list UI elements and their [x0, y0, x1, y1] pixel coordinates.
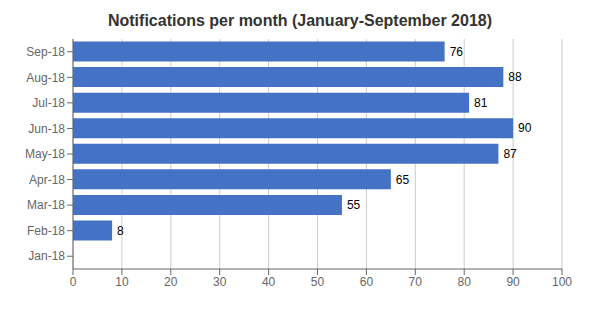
- svg-text:60: 60: [360, 275, 374, 289]
- svg-text:88: 88: [508, 70, 522, 84]
- svg-text:Sep-18: Sep-18: [26, 45, 65, 59]
- svg-text:8: 8: [117, 224, 124, 238]
- svg-text:90: 90: [518, 121, 532, 135]
- svg-text:10: 10: [115, 275, 129, 289]
- svg-text:Apr-18: Apr-18: [29, 173, 65, 187]
- svg-text:65: 65: [396, 173, 410, 187]
- svg-text:20: 20: [164, 275, 178, 289]
- svg-text:90: 90: [506, 275, 520, 289]
- svg-text:Mar-18: Mar-18: [27, 198, 65, 212]
- svg-text:Feb-18: Feb-18: [27, 224, 65, 238]
- svg-text:100: 100: [552, 275, 572, 289]
- svg-text:Aug-18: Aug-18: [26, 71, 65, 85]
- svg-text:50: 50: [311, 275, 325, 289]
- svg-text:81: 81: [474, 96, 488, 110]
- svg-text:80: 80: [458, 275, 472, 289]
- svg-text:30: 30: [213, 275, 227, 289]
- svg-text:70: 70: [409, 275, 423, 289]
- svg-text:76: 76: [450, 45, 464, 59]
- svg-text:Jun-18: Jun-18: [28, 122, 65, 136]
- svg-text:Jan-18: Jan-18: [28, 249, 65, 263]
- svg-text:55: 55: [347, 198, 361, 212]
- html-text:Notifications per month (Janua: Notifications per month (January-Septemb…: [108, 12, 492, 29]
- svg-text:0: 0: [70, 275, 77, 289]
- svg-text:May-18: May-18: [25, 147, 65, 161]
- svg-text:40: 40: [262, 275, 276, 289]
- svg-text:87: 87: [503, 147, 517, 161]
- svg-text:Jul-18: Jul-18: [32, 96, 65, 110]
